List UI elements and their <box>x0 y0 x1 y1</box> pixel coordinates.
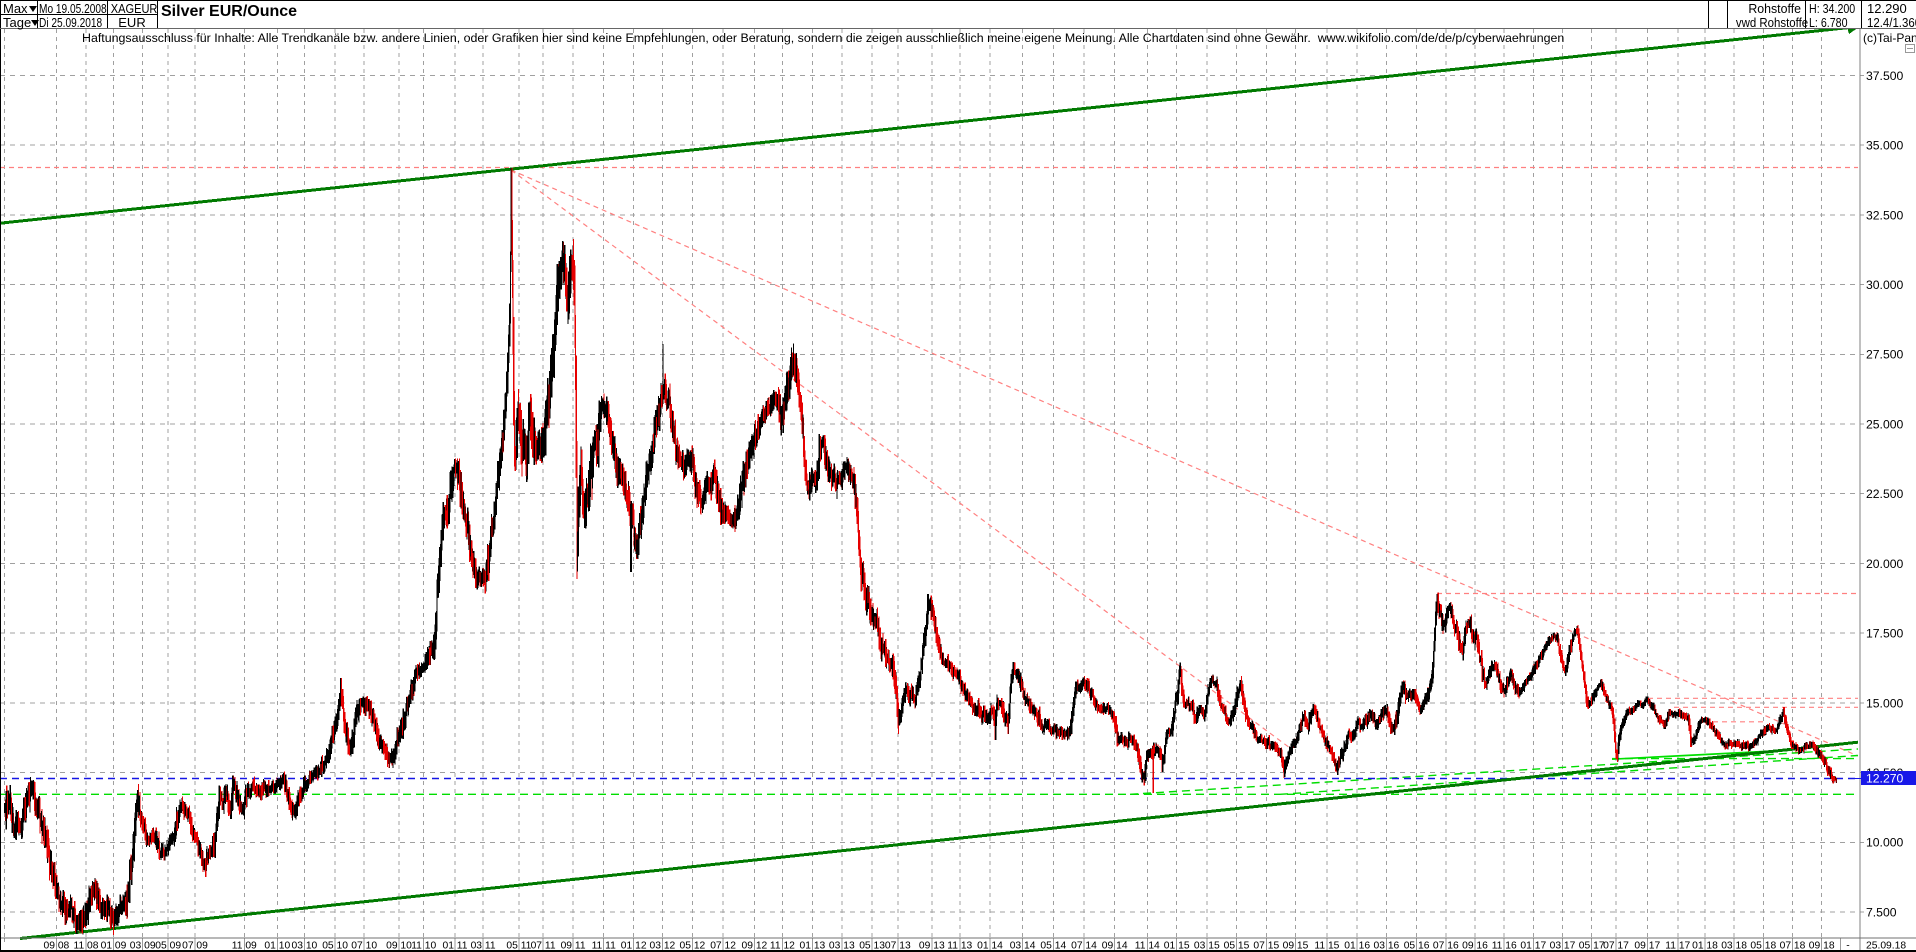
svg-text:37.500: 37.500 <box>1866 69 1903 83</box>
svg-text:12.270: 12.270 <box>1866 771 1903 785</box>
svg-text:03 14: 03 14 <box>1010 941 1036 952</box>
svg-text:03 10: 03 10 <box>292 941 318 952</box>
svg-text:07 15: 07 15 <box>1253 941 1279 952</box>
svg-text:05 09: 05 09 <box>155 941 181 952</box>
svg-text:01 13: 01 13 <box>800 941 826 952</box>
svg-text:11 15: 11 15 <box>1314 941 1339 952</box>
svg-text:05 11: 05 11 <box>506 941 531 952</box>
svg-text:07 16: 07 16 <box>1433 941 1459 952</box>
svg-text:11 09: 11 09 <box>232 941 257 952</box>
svg-text:25.09.18: 25.09.18 <box>1866 941 1906 952</box>
svg-text:09 16: 09 16 <box>1462 941 1488 952</box>
svg-text:09 11: 09 11 <box>561 941 586 952</box>
svg-text:07 18: 07 18 <box>1780 941 1806 952</box>
svg-text:-: - <box>1846 941 1849 952</box>
svg-text:09 12: 09 12 <box>742 941 768 952</box>
svg-text:11 13: 11 13 <box>947 941 972 952</box>
svg-text:03 16: 03 16 <box>1374 941 1400 952</box>
svg-text:05 18: 05 18 <box>1750 941 1776 952</box>
svg-text:09 13: 09 13 <box>919 941 945 952</box>
svg-text:30.000: 30.000 <box>1866 278 1903 292</box>
svg-text:11 12: 11 12 <box>770 941 795 952</box>
svg-text:11 17: 11 17 <box>1665 941 1690 952</box>
svg-text:27.500: 27.500 <box>1866 348 1903 362</box>
svg-text:15.000: 15.000 <box>1866 696 1903 710</box>
svg-text:01 15: 01 15 <box>1164 941 1190 952</box>
svg-text:07 11: 07 11 <box>531 941 556 952</box>
svg-text:10.000: 10.000 <box>1866 836 1903 850</box>
svg-text:35.000: 35.000 <box>1866 139 1903 153</box>
svg-text:01 17: 01 17 <box>1520 941 1546 952</box>
svg-text:7.500: 7.500 <box>1866 905 1897 919</box>
svg-text:05 15: 05 15 <box>1224 941 1250 952</box>
svg-text:03 12: 03 12 <box>650 941 676 952</box>
svg-text:07 10: 07 10 <box>351 941 377 952</box>
svg-text:01 11: 01 11 <box>442 941 467 952</box>
svg-text:05 17: 05 17 <box>1579 941 1605 952</box>
svg-text:05 16: 05 16 <box>1404 941 1430 952</box>
svg-text:09 15: 09 15 <box>1283 941 1309 952</box>
svg-text:07 09: 07 09 <box>182 941 208 952</box>
svg-text:01 12: 01 12 <box>621 941 647 952</box>
svg-text:09 10: 09 10 <box>386 941 412 952</box>
svg-text:11 11: 11 11 <box>592 941 617 952</box>
svg-text:11 14: 11 14 <box>1135 941 1160 952</box>
svg-text:17.500: 17.500 <box>1866 627 1903 641</box>
svg-text:07 17: 07 17 <box>1603 941 1629 952</box>
svg-text:07 13: 07 13 <box>885 941 911 952</box>
svg-text:07 12: 07 12 <box>710 941 736 952</box>
svg-text:11 08: 11 08 <box>73 941 98 952</box>
svg-text:20.000: 20.000 <box>1866 557 1903 571</box>
svg-text:05 12: 05 12 <box>680 941 706 952</box>
svg-text:11 16: 11 16 <box>1492 941 1517 952</box>
svg-text:09 08: 09 08 <box>44 941 70 952</box>
svg-text:07 14: 07 14 <box>1071 941 1097 952</box>
svg-text:09 17: 09 17 <box>1634 941 1660 952</box>
svg-text:01 10: 01 10 <box>264 941 290 952</box>
svg-text:05 13: 05 13 <box>859 941 885 952</box>
svg-text:03 15: 03 15 <box>1194 941 1220 952</box>
svg-text:03 18: 03 18 <box>1721 941 1747 952</box>
svg-text:01 09: 01 09 <box>101 941 127 952</box>
svg-text:03 17: 03 17 <box>1550 941 1576 952</box>
svg-text:25.000: 25.000 <box>1866 417 1903 431</box>
svg-text:01 14: 01 14 <box>977 941 1003 952</box>
svg-text:01 18: 01 18 <box>1692 941 1718 952</box>
svg-text:05 10: 05 10 <box>322 941 348 952</box>
svg-text:05 14: 05 14 <box>1040 941 1066 952</box>
svg-text:01 16: 01 16 <box>1344 941 1370 952</box>
svg-text:09 14: 09 14 <box>1102 941 1128 952</box>
svg-text:11 10: 11 10 <box>411 941 436 952</box>
svg-text:22.500: 22.500 <box>1866 487 1903 501</box>
svg-text:03 09: 03 09 <box>130 941 156 952</box>
svg-text:32.500: 32.500 <box>1866 208 1903 222</box>
svg-text:03 13: 03 13 <box>829 941 855 952</box>
svg-text:09 18: 09 18 <box>1809 941 1835 952</box>
svg-text:03 11: 03 11 <box>471 941 496 952</box>
